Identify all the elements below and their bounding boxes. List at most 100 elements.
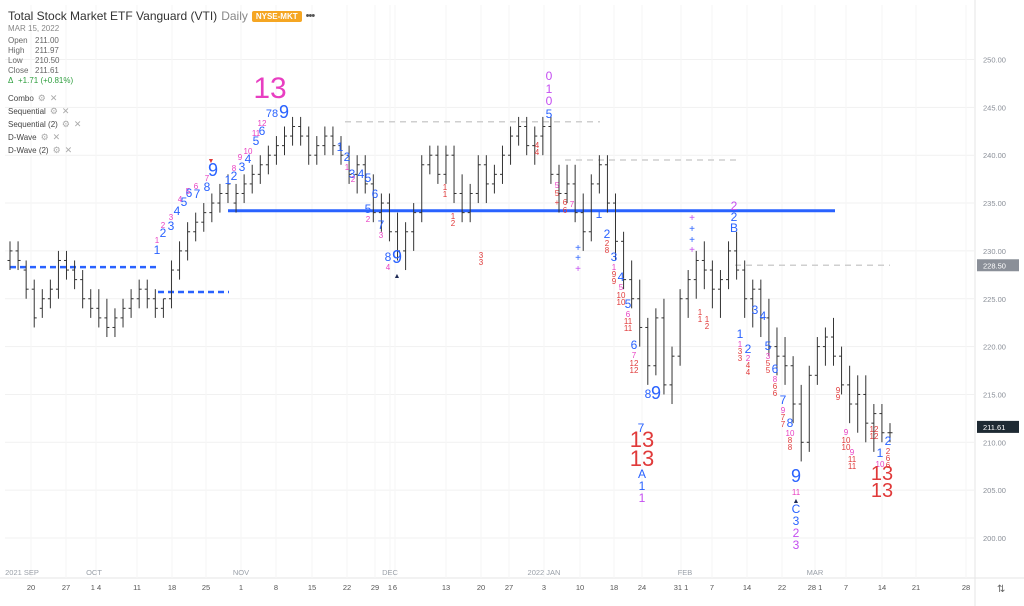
ohlc-bar <box>39 289 45 318</box>
ohlc-bar <box>758 279 764 338</box>
signal-label: 0 <box>546 94 553 108</box>
interval-label[interactable]: Daily <box>221 9 248 23</box>
ohlc-bar <box>249 164 255 194</box>
signal-label: 2 <box>793 526 800 540</box>
gear-icon[interactable]: ⚙ <box>61 119 70 129</box>
signal-label: 6 <box>773 382 778 391</box>
signal-label: 8 <box>645 387 652 401</box>
close-icon[interactable]: ✕ <box>61 106 70 116</box>
signal-label: A <box>638 467 646 481</box>
signal-label: 6 <box>563 206 568 215</box>
x-tick-label: 29 <box>371 583 379 592</box>
gear-icon[interactable]: ⚙ <box>52 145 61 155</box>
signal-label: 9 <box>279 102 289 122</box>
signal-label: 1 <box>877 446 884 460</box>
bar-date: MAR 15, 2022 <box>8 24 60 33</box>
signal-label: 2 <box>731 199 738 213</box>
y-tick-label: 225.00 <box>983 295 1006 304</box>
signal-label: 2 <box>161 221 166 230</box>
study-item-combo[interactable]: Combo ⚙ ✕ <box>8 92 314 105</box>
ohlc-bar <box>645 317 651 385</box>
ohlc-bar <box>556 164 562 213</box>
close-icon[interactable]: ✕ <box>73 119 82 129</box>
study-item-sequential-2[interactable]: Sequential (2) ⚙ ✕ <box>8 118 314 131</box>
study-item-d-wave[interactable]: D-Wave ⚙ ✕ <box>8 131 314 144</box>
symbol-header: Total Stock Market ETF Vanguard (VTI) Da… <box>8 9 316 23</box>
signal-label: 6 <box>563 198 568 207</box>
low-label: Low <box>8 56 23 65</box>
study-label: Sequential (2) <box>8 120 58 129</box>
signal-label: 1 <box>596 207 603 221</box>
ohlc-bar <box>879 404 885 443</box>
signal-label: 11 <box>792 488 801 497</box>
gear-icon[interactable]: ⚙ <box>37 93 46 103</box>
study-item-d-wave-2[interactable]: D-Wave (2) ⚙ ✕ <box>8 144 314 157</box>
gear-icon[interactable]: ⚙ <box>40 132 49 142</box>
ohlc-bar <box>693 250 699 299</box>
x-tick-label: 8 <box>274 583 278 592</box>
price-markers: 228.50 211.61 <box>977 259 1019 433</box>
signal-label: 10 <box>617 298 626 307</box>
x-tick-label: 13 <box>442 583 450 592</box>
ohlc-bar <box>483 155 489 204</box>
ohlc-bar <box>233 183 239 213</box>
ohlc-bar <box>806 365 812 452</box>
svg-text:211.61: 211.61 <box>983 423 1005 432</box>
signal-label: 7 <box>638 421 645 435</box>
ohlc-bar <box>782 337 788 385</box>
x-tick-label: 14 <box>743 583 751 592</box>
close-icon[interactable]: ✕ <box>49 93 58 103</box>
ohlc-bar <box>863 375 869 443</box>
signal-label: 6 <box>626 310 631 319</box>
signal-label: 1 <box>612 263 617 272</box>
signal-label: + <box>689 245 695 256</box>
ohlc-bar <box>217 183 223 213</box>
x-section-label: OCT <box>86 568 102 577</box>
y-tick-label: 215.00 <box>983 390 1006 399</box>
ohlc-bar <box>64 250 70 280</box>
close-icon[interactable]: ✕ <box>52 132 61 142</box>
signal-label: 78 <box>266 108 278 120</box>
signal-label: + <box>575 253 581 264</box>
x-tick-label: 22 <box>343 583 351 592</box>
x-tick-label: 7 <box>844 583 848 592</box>
ohlc-bar <box>499 145 505 184</box>
y-tick-label: 235.00 <box>983 199 1006 208</box>
ohlc-bar <box>548 116 554 184</box>
auto-scale-icon[interactable]: ⇅ <box>997 584 1005 595</box>
gear-icon[interactable]: ⚙ <box>49 106 58 116</box>
more-dots-icon[interactable]: ••• <box>305 10 316 22</box>
close-icon[interactable]: ✕ <box>64 145 73 155</box>
ohlc-bar <box>144 279 150 309</box>
ohlc-bar <box>55 250 61 299</box>
signal-label: C <box>792 502 801 516</box>
low-value: 210.50 <box>35 56 60 65</box>
signal-label: 2 <box>344 150 351 164</box>
x-tick-label: 31 1 <box>674 583 689 592</box>
signal-label: ▼ <box>208 158 215 165</box>
signal-label: 3 <box>752 303 759 317</box>
ohlc-bar <box>750 279 756 328</box>
signal-label: 1 <box>639 479 646 493</box>
x-tick-label: 28 1 <box>808 583 823 592</box>
signal-label: ▲ <box>793 498 800 505</box>
support-resistance-lines <box>10 120 890 294</box>
signal-label: 3 <box>349 167 356 181</box>
ohlc-bar <box>168 260 174 309</box>
signal-label: 5 <box>625 297 632 311</box>
ohlc-bar <box>338 136 344 165</box>
signal-label: 3 <box>379 231 384 240</box>
ohlc-bar <box>855 375 861 433</box>
signal-label: 9 <box>651 383 661 403</box>
ohlc-bar <box>330 126 336 156</box>
ohlc-bar <box>7 241 13 271</box>
study-item-sequential[interactable]: Sequential ⚙ ✕ <box>8 105 314 118</box>
signal-label: 4 <box>535 141 540 150</box>
signal-label: 4 <box>535 148 540 157</box>
ohlc-bar <box>273 136 279 165</box>
ohlc-bar <box>427 145 433 175</box>
study-label: D-Wave (2) <box>8 146 49 155</box>
